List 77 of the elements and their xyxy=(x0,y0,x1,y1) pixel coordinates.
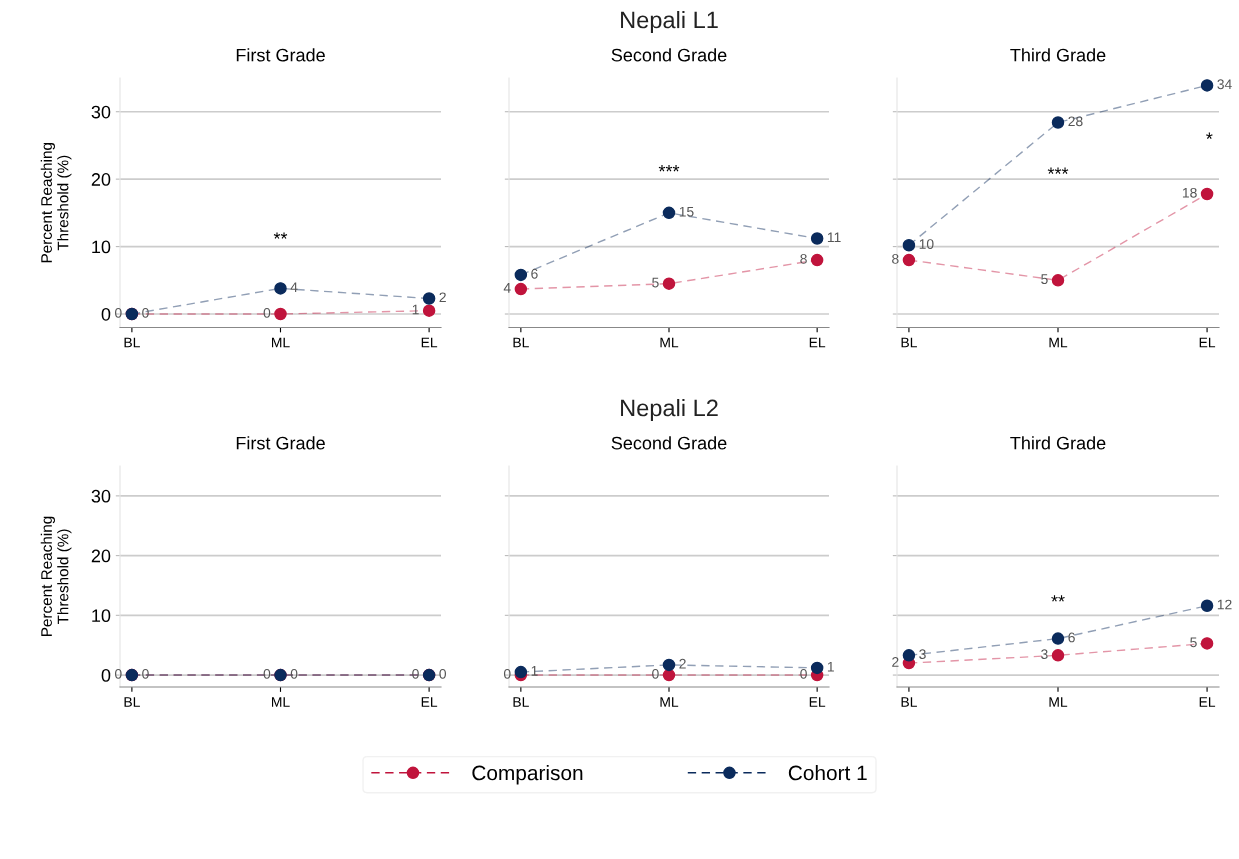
x-tick-label: BL xyxy=(124,337,140,348)
data-label: 0 xyxy=(290,668,298,679)
data-label: 12 xyxy=(1217,599,1232,610)
data-label: 3 xyxy=(919,649,926,660)
data-label: 28 xyxy=(1068,116,1083,127)
legend-label: Comparison xyxy=(472,764,583,785)
y-axis-title: Percent Reaching Threshold (%) xyxy=(40,516,72,636)
x-tick-label: BL xyxy=(901,697,917,707)
x-tick-label: ML xyxy=(660,697,679,707)
x-tick-label: ML xyxy=(660,337,679,348)
annotation: * xyxy=(1206,132,1213,139)
chart-subtitle: Second Grade xyxy=(611,436,727,450)
data-label: 34 xyxy=(1217,79,1232,90)
data-label: 15 xyxy=(679,206,694,217)
x-tick-label: EL xyxy=(1199,697,1216,707)
data-label: 6 xyxy=(531,268,538,279)
x-tick-label: ML xyxy=(271,337,290,348)
annotation: *** xyxy=(1047,167,1069,174)
y-tick-label: 20 xyxy=(91,173,111,186)
data-label: 2 xyxy=(439,292,446,303)
data-label: 0 xyxy=(142,668,149,679)
y-tick-label: 30 xyxy=(91,489,111,503)
data-label: 0 xyxy=(263,668,271,679)
x-tick-label: BL xyxy=(513,337,529,348)
data-label: 5 xyxy=(1190,637,1197,648)
data-label: 4 xyxy=(503,283,511,293)
x-tick-label: ML xyxy=(1049,337,1068,348)
data-label: 0 xyxy=(503,668,511,679)
chart-title: First Grade xyxy=(236,436,325,450)
data-label: 1 xyxy=(412,304,419,315)
chart-title: Nepali L2 xyxy=(621,398,718,421)
chart-title: Nepali L1 xyxy=(621,10,718,33)
x-tick-label: EL xyxy=(421,337,438,348)
data-label: 11 xyxy=(827,232,841,243)
data-label: 0 xyxy=(263,307,271,318)
data-label: 8 xyxy=(892,253,899,264)
data-label: 5 xyxy=(1041,274,1048,285)
x-tick-label: EL xyxy=(1199,337,1216,348)
data-label: 3 xyxy=(1041,649,1048,660)
data-label: 0 xyxy=(114,668,122,679)
x-tick-label: BL xyxy=(513,697,529,707)
data-label: 4 xyxy=(290,282,298,292)
data-label: 1 xyxy=(531,666,538,676)
chart-subtitle: Second Grade xyxy=(611,48,727,62)
x-tick-label: ML xyxy=(271,697,290,707)
data-label: 0 xyxy=(142,307,149,318)
chart-title: Third Grade xyxy=(1010,436,1106,450)
data-label: 18 xyxy=(1182,187,1197,198)
annotation: *** xyxy=(658,165,680,172)
x-tick-label: EL xyxy=(809,697,826,707)
x-tick-label: BL xyxy=(124,697,140,707)
annotation: ** xyxy=(273,232,288,239)
x-tick-label: EL xyxy=(809,337,826,348)
annotation: ** xyxy=(1051,595,1065,602)
x-tick-label: EL xyxy=(421,697,438,707)
data-label: 2 xyxy=(679,658,686,669)
y-tick-label: 20 xyxy=(91,549,111,563)
y-axis-title: Percent Reaching Threshold (%) xyxy=(40,143,72,263)
data-label: 0 xyxy=(439,668,447,679)
chart-title: First Grade xyxy=(236,48,325,62)
legend-label: Cohort 1 xyxy=(788,764,867,781)
data-label: 10 xyxy=(919,239,934,249)
chart-title: Third Grade xyxy=(1010,48,1106,62)
y-tick-label: 0 xyxy=(101,668,111,682)
data-label: 2 xyxy=(892,657,899,667)
x-tick-label: ML xyxy=(1049,697,1068,707)
data-label: 6 xyxy=(1068,632,1075,643)
data-label: 0 xyxy=(652,668,659,679)
y-tick-label: 30 xyxy=(91,105,111,119)
data-label: 5 xyxy=(652,277,659,288)
data-label: 1 xyxy=(827,661,834,672)
data-label: 8 xyxy=(800,253,807,264)
y-tick-label: 10 xyxy=(92,240,111,254)
y-tick-label: 10 xyxy=(92,609,111,623)
data-label: 0 xyxy=(114,307,122,318)
y-tick-label: 0 xyxy=(101,307,111,321)
x-tick-label: BL xyxy=(901,337,917,348)
